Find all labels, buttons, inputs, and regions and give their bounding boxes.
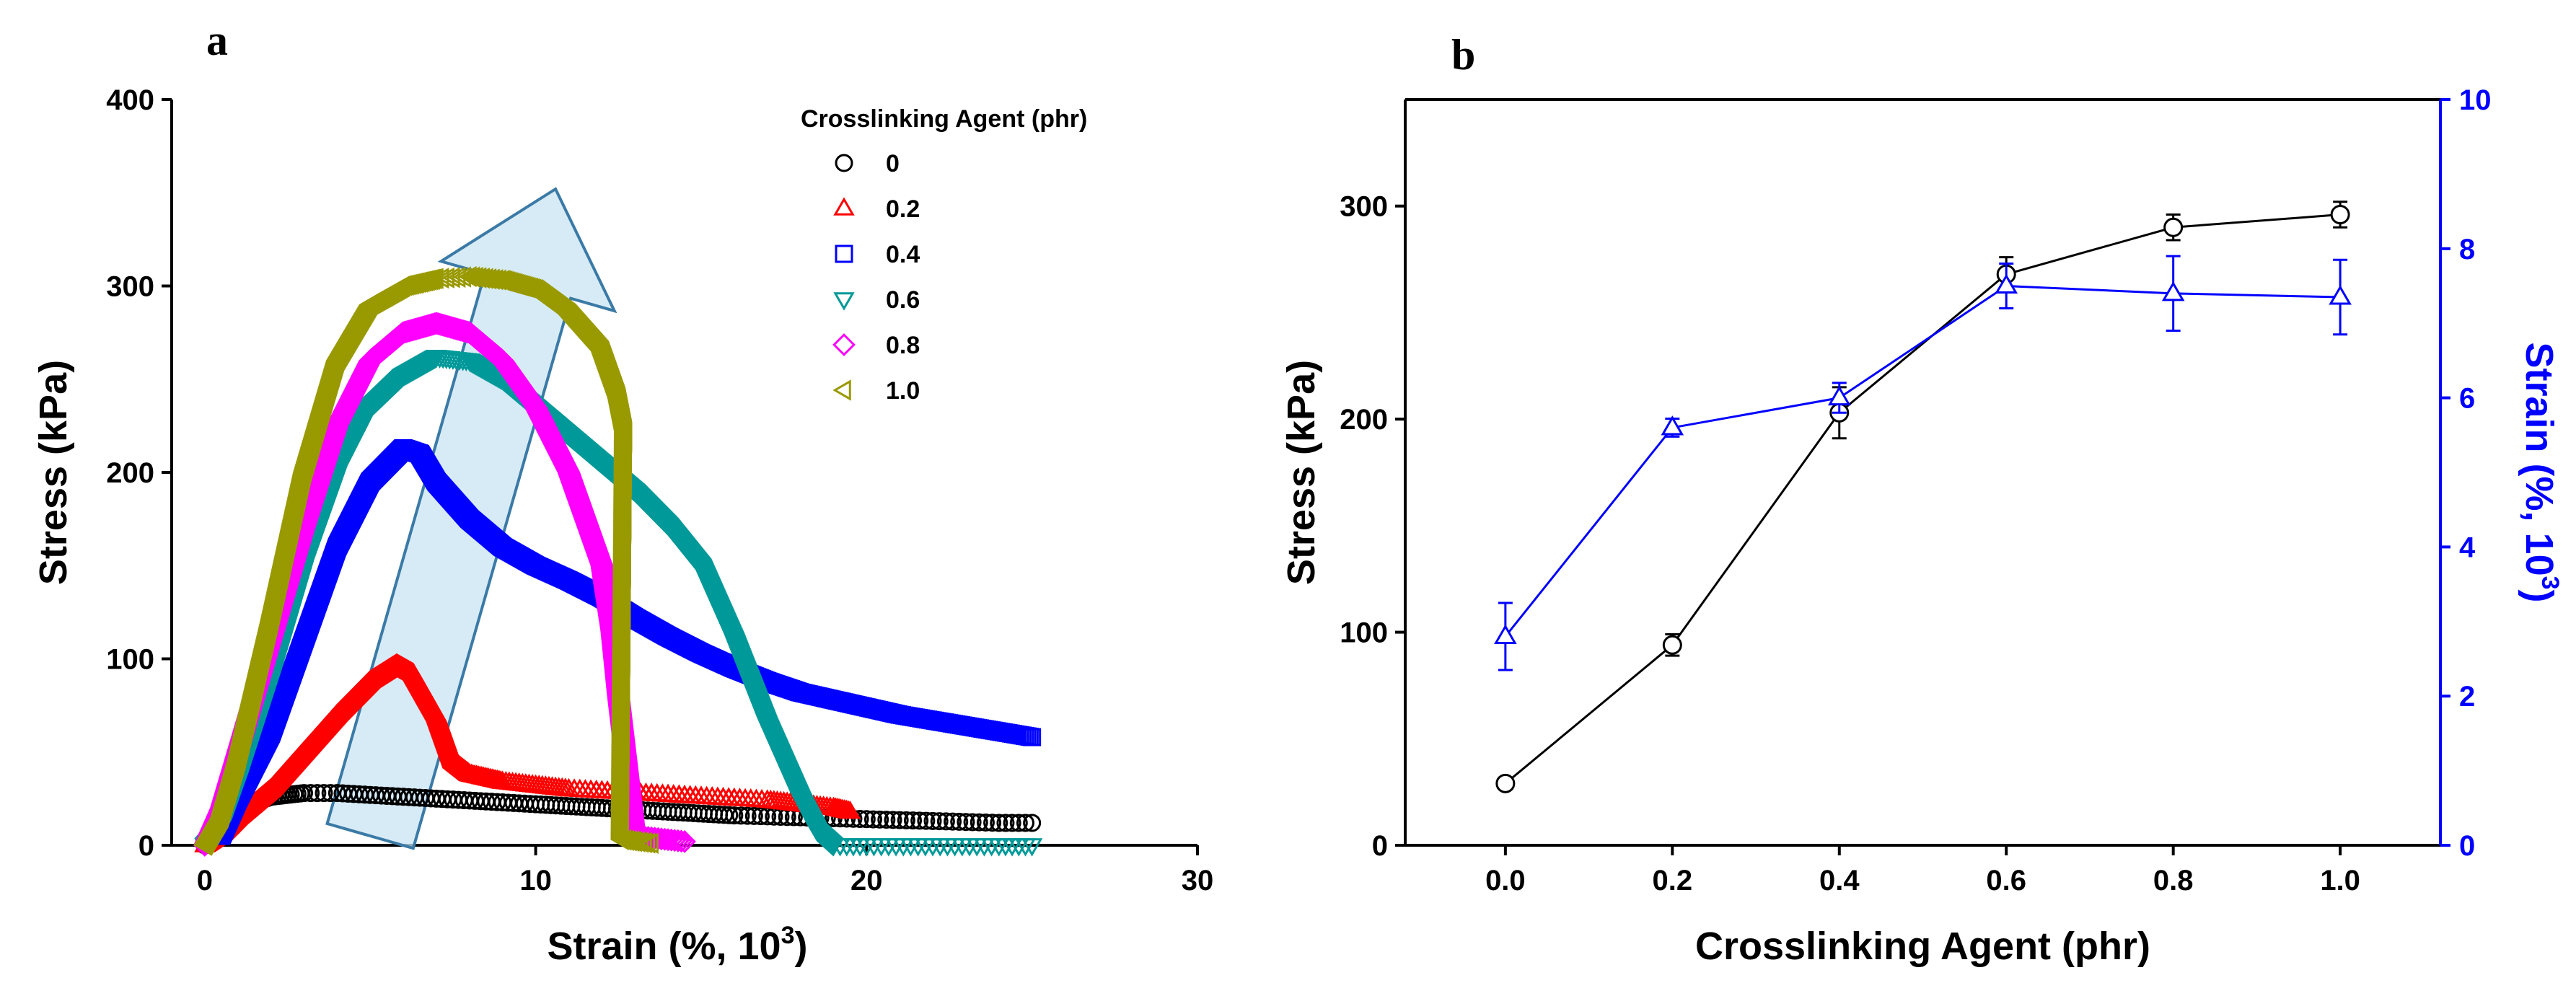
panel-a-chart: 0 100 200 300 400 0 10 20 30 Strain (%, 103) Stres… bbox=[32, 84, 1213, 968]
y-tick-label: 300 bbox=[106, 271, 154, 303]
data-point bbox=[302, 784, 320, 803]
data-point bbox=[1003, 814, 1021, 832]
y-axis-title: Stress (kPa) bbox=[32, 360, 75, 585]
data-point bbox=[923, 811, 942, 830]
panel-b-letter: b bbox=[1451, 31, 1475, 79]
data-point bbox=[917, 811, 936, 830]
data-point bbox=[321, 784, 340, 803]
data-point bbox=[950, 812, 969, 831]
data-point bbox=[863, 810, 882, 829]
data-point bbox=[910, 811, 929, 830]
data-point bbox=[930, 812, 949, 831]
data-point bbox=[904, 811, 923, 830]
panel-a-letter: a bbox=[206, 17, 228, 64]
x-tick-label: 30 bbox=[1182, 865, 1214, 896]
data-point bbox=[294, 784, 313, 803]
x-tick-label: 0 bbox=[197, 865, 213, 896]
y-tick-label: 100 bbox=[106, 644, 154, 676]
data-point bbox=[720, 806, 739, 824]
data-point bbox=[1023, 814, 1042, 832]
data-point bbox=[752, 807, 770, 826]
data-point bbox=[890, 811, 909, 829]
data-point bbox=[990, 814, 1008, 832]
data-point bbox=[308, 784, 327, 803]
data-point bbox=[744, 806, 763, 825]
data-point bbox=[877, 811, 896, 829]
data-point bbox=[884, 811, 902, 829]
y-tick-label: 400 bbox=[106, 84, 154, 116]
data-point bbox=[1016, 814, 1034, 832]
x-tick-label: 20 bbox=[850, 865, 883, 896]
x-tick-label: 10 bbox=[519, 865, 552, 896]
data-point bbox=[970, 813, 988, 832]
data-point bbox=[1009, 814, 1028, 832]
data-point bbox=[871, 810, 889, 829]
data-point bbox=[897, 811, 915, 829]
y-tick-label: 0 bbox=[139, 830, 154, 862]
data-point bbox=[944, 812, 962, 831]
y-tick-label: 200 bbox=[106, 457, 154, 489]
data-point bbox=[976, 813, 995, 832]
data-point bbox=[983, 814, 1002, 832]
data-point bbox=[963, 813, 982, 832]
data-point bbox=[731, 806, 750, 825]
data-point bbox=[839, 800, 861, 819]
data-point bbox=[857, 810, 876, 829]
data-point bbox=[738, 806, 757, 825]
data-point bbox=[936, 812, 955, 831]
x-axis-title: Strain (%, 103) bbox=[547, 922, 807, 968]
data-point bbox=[957, 813, 975, 832]
data-point bbox=[850, 810, 869, 829]
data-point bbox=[725, 806, 744, 825]
data-point bbox=[315, 784, 333, 803]
data-point bbox=[996, 814, 1015, 832]
